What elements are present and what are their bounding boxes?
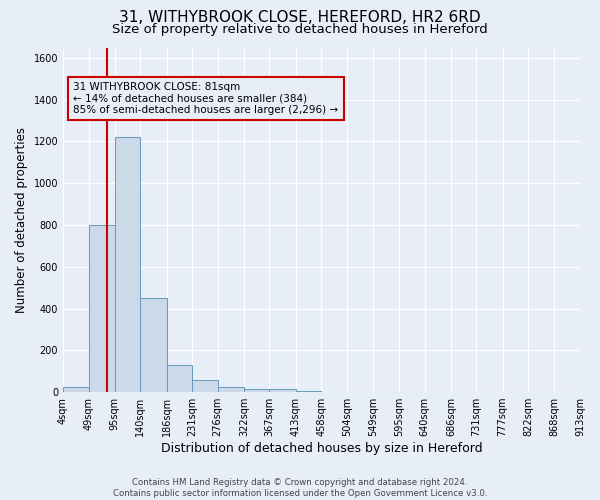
Bar xyxy=(296,391,321,392)
Bar xyxy=(192,380,218,392)
Bar xyxy=(167,365,192,392)
Bar xyxy=(63,387,89,392)
Text: Contains HM Land Registry data © Crown copyright and database right 2024.
Contai: Contains HM Land Registry data © Crown c… xyxy=(113,478,487,498)
Bar xyxy=(140,298,167,392)
Y-axis label: Number of detached properties: Number of detached properties xyxy=(15,127,28,313)
Text: 31, WITHYBROOK CLOSE, HEREFORD, HR2 6RD: 31, WITHYBROOK CLOSE, HEREFORD, HR2 6RD xyxy=(119,10,481,25)
Bar xyxy=(269,389,296,392)
Bar xyxy=(89,225,115,392)
Bar xyxy=(115,138,140,392)
X-axis label: Distribution of detached houses by size in Hereford: Distribution of detached houses by size … xyxy=(161,442,482,455)
Text: Size of property relative to detached houses in Hereford: Size of property relative to detached ho… xyxy=(112,22,488,36)
Text: 31 WITHYBROOK CLOSE: 81sqm
← 14% of detached houses are smaller (384)
85% of sem: 31 WITHYBROOK CLOSE: 81sqm ← 14% of deta… xyxy=(73,82,338,115)
Bar xyxy=(244,389,269,392)
Bar xyxy=(218,387,244,392)
